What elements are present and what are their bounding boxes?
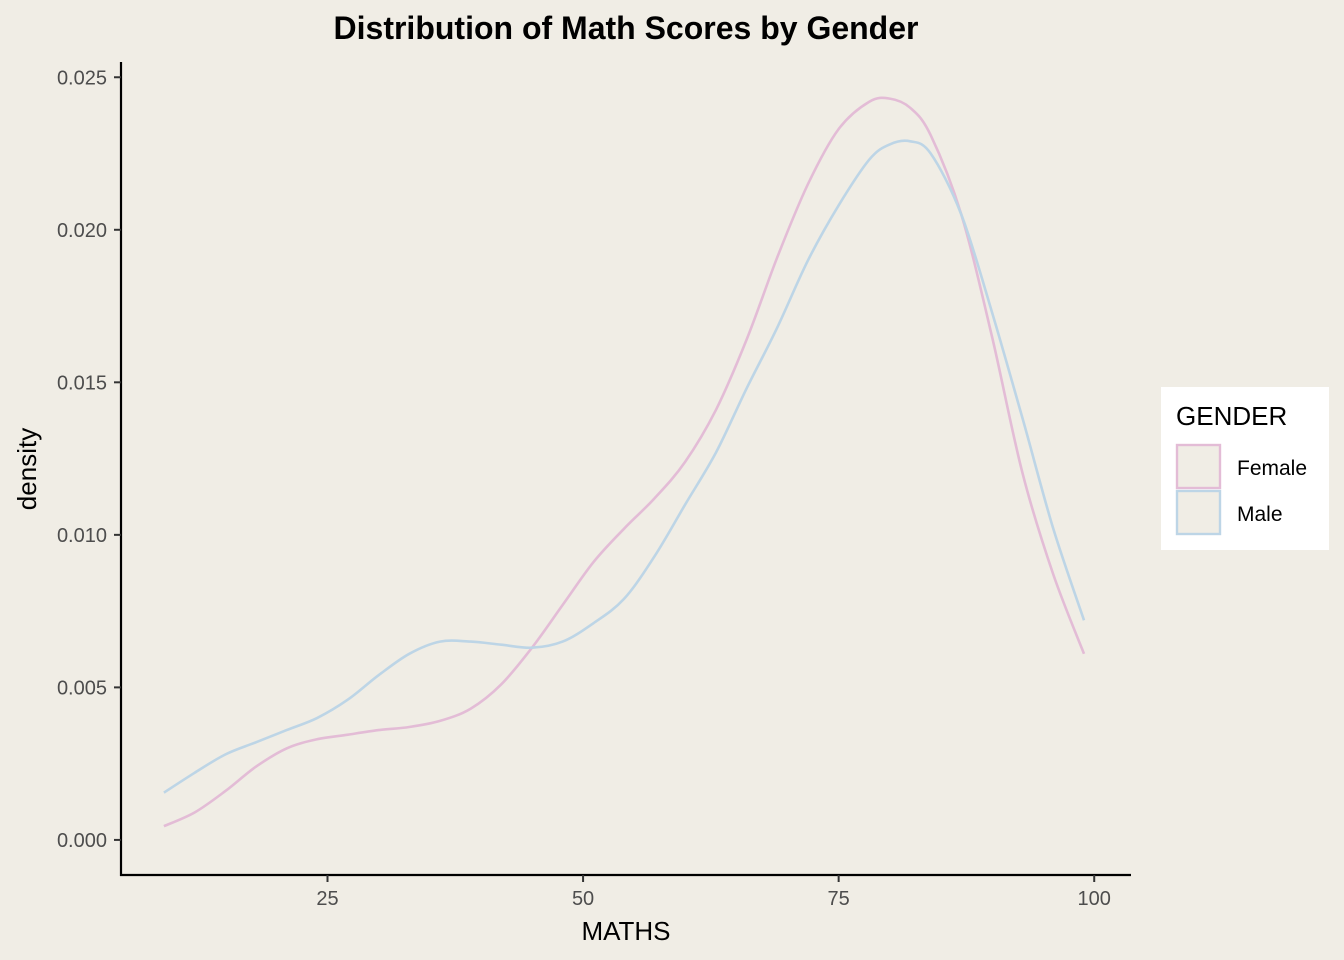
y-tick-label: 0.000 — [57, 830, 107, 852]
y-tick-label: 0.010 — [57, 525, 107, 547]
legend-items: Female Male — [1175, 443, 1307, 536]
x-tick-label: 50 — [572, 888, 594, 910]
legend-label-male: Male — [1237, 503, 1283, 526]
x-tick-label: 25 — [316, 888, 338, 910]
legend-label-female: Female — [1237, 457, 1307, 480]
series-layer — [163, 96, 1086, 828]
series-line-female — [163, 96, 1086, 828]
legend-key-female — [1175, 443, 1222, 490]
x-axis-title: MATHS — [581, 916, 670, 946]
y-tick-label: 0.025 — [57, 67, 107, 89]
y-tick-label: 0.020 — [57, 220, 107, 242]
x-tick-label: 75 — [828, 888, 850, 910]
axes — [119, 62, 1131, 877]
y-axis-title: density — [12, 428, 42, 510]
legend-title: GENDER — [1176, 401, 1287, 431]
series-line-male — [163, 139, 1086, 794]
chart-title: Distribution of Math Scores by Gender — [334, 10, 919, 46]
y-tick-label: 0.005 — [57, 677, 107, 699]
legend: GENDER Female Male — [1161, 387, 1329, 550]
legend-key-male — [1175, 489, 1222, 536]
y-tick-label: 0.015 — [57, 372, 107, 394]
x-axis-ticks: 25 50 75 100 — [316, 875, 1111, 910]
x-tick-label: 100 — [1078, 888, 1111, 910]
y-axis-ticks: 0.000 0.005 0.010 0.015 0.020 0.025 — [57, 67, 121, 852]
